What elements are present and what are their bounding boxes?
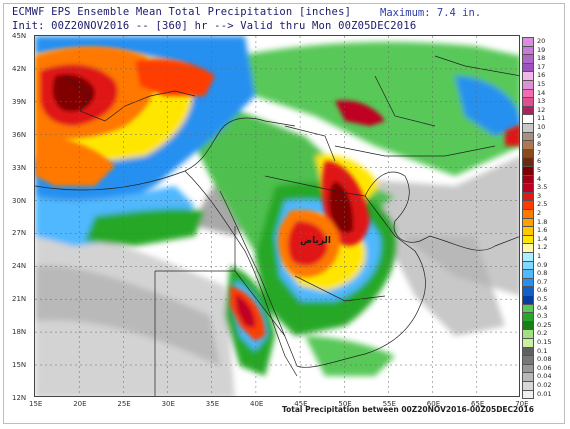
legend-label: 3: [537, 191, 542, 200]
longitude-label: 45E: [294, 400, 308, 408]
legend-label: 0.08: [537, 355, 552, 364]
legend-label: 18: [537, 54, 546, 63]
longitude-label: 50E: [338, 400, 352, 408]
legend-label: 4: [537, 174, 542, 183]
latitude-label: 39N: [12, 97, 27, 106]
latitude-label: 18N: [12, 328, 27, 337]
legend-label: 2: [537, 209, 542, 217]
footer-caption: Total Precipitation between 00Z20NOV2016…: [282, 405, 534, 414]
longitude-label: 70E: [515, 400, 529, 408]
legend-label: 0.7: [537, 277, 548, 286]
longitude-label: 55E: [382, 400, 396, 408]
longitude-label: 65E: [471, 400, 485, 408]
legend-swatch: [522, 389, 534, 400]
border-lines: [155, 145, 496, 302]
legend-label: 0.15: [537, 338, 552, 346]
latitude-label: 45N: [12, 32, 27, 40]
longitude-label: 60E: [426, 400, 441, 408]
precipitation-map: [34, 35, 520, 397]
map-title: ECMWF EPS Ensemble Mean Total Precipitat…: [12, 6, 352, 18]
legend-label: 1.4: [537, 234, 548, 243]
legend-label: 0.1: [537, 346, 548, 355]
longitude-label: 15E: [29, 400, 43, 408]
red-core-iran: [335, 100, 385, 126]
legend-label: 9: [537, 131, 542, 140]
legend-label: 8: [537, 140, 542, 149]
riyadh-label: الرياض: [300, 236, 331, 246]
legend-label: 6: [537, 157, 542, 166]
latitude-label: 27N: [12, 229, 27, 238]
legend-label: 0.04: [537, 372, 552, 381]
latitude-label: 12N: [12, 393, 27, 402]
legend-label: 19: [537, 45, 546, 54]
legend-label: 13: [537, 97, 546, 106]
longitude-label: 30E: [161, 400, 175, 408]
latitude-label: 33N: [12, 163, 27, 172]
legend-label: 7: [537, 148, 542, 157]
legend-label: 0.02: [537, 381, 552, 389]
legend-label: 1.2: [537, 243, 548, 252]
legend-label: 0.01: [537, 389, 552, 398]
legend-label: 17: [537, 62, 546, 71]
legend-label: 0.06: [537, 363, 552, 372]
legend-label: 0.9: [537, 260, 548, 269]
legend-label: 0.8: [537, 269, 548, 278]
legend-label: 15: [537, 80, 546, 88]
legend-label: 16: [537, 71, 546, 80]
legend-label: 12: [537, 105, 546, 114]
legend-label: 1: [537, 252, 542, 260]
graticule: [35, 36, 519, 396]
coastline-mediterranean: [35, 117, 296, 191]
longitude-label: 20E: [73, 400, 87, 408]
legend-label: 1.8: [537, 217, 548, 226]
coastline-gulf: [364, 171, 446, 243]
map-canvas: [35, 36, 519, 396]
legend-label: 0.4: [537, 303, 548, 312]
legend-label: 3.5: [537, 183, 548, 192]
legend-label: 14: [537, 88, 546, 97]
coastline-red-sea-east: [219, 190, 426, 368]
latitude-label: 21N: [12, 295, 27, 304]
latitude-label: 36N: [12, 130, 27, 139]
legend-label: 5: [537, 166, 542, 174]
maximum-label: Maximum: 7.4 in.: [380, 7, 482, 19]
legend-label: 10: [537, 123, 546, 131]
latitude-label: 30N: [12, 196, 27, 205]
legend-label: 0.2: [537, 329, 548, 338]
longitude-label: 40E: [250, 400, 264, 408]
legend-label: 0.3: [537, 312, 548, 321]
map-subtitle: Init: 00Z20NOV2016 -- [360] hr --> Valid…: [12, 20, 417, 32]
legend-label: 0.5: [537, 295, 548, 303]
legend-label: 0.6: [537, 286, 548, 295]
legend-label: 20: [537, 37, 546, 45]
latitude-label: 24N: [12, 262, 27, 271]
legend-label: 0.25: [537, 320, 552, 329]
legend-label: 2.5: [537, 200, 548, 209]
legend-label: 11: [537, 114, 546, 123]
latitude-label: 42N: [12, 64, 27, 73]
longitude-label: 25E: [117, 400, 131, 408]
legend-label: 1.6: [537, 226, 548, 235]
latitude-label: 15N: [12, 361, 27, 369]
longitude-label: 35E: [205, 400, 220, 408]
